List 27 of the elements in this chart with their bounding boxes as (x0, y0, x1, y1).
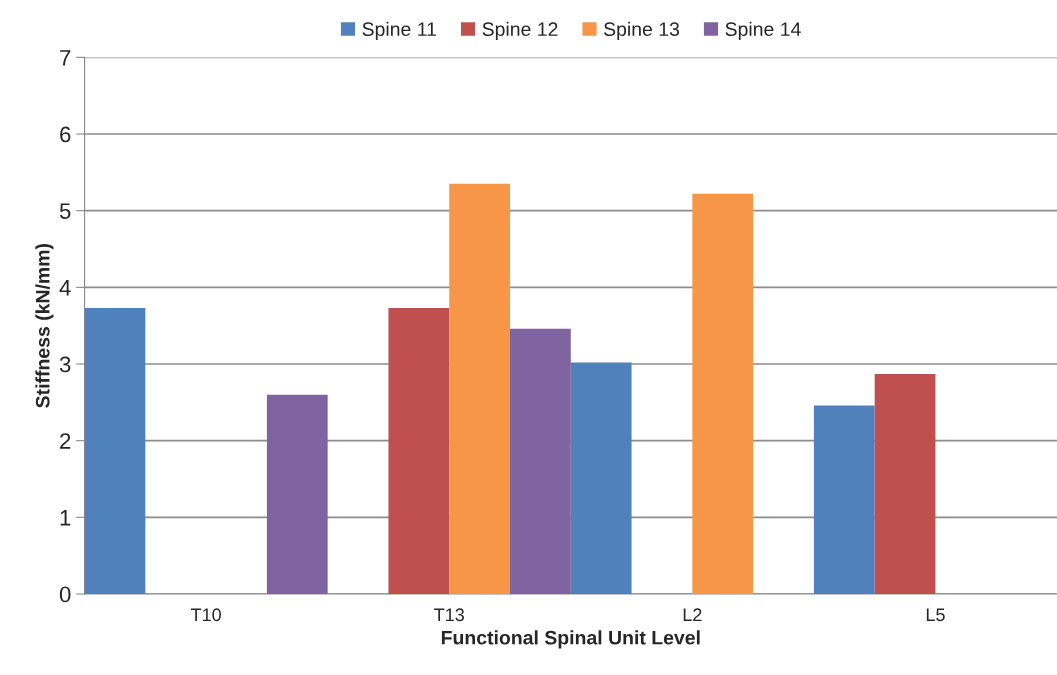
bar (692, 193, 754, 594)
y-tick-label: 2 (60, 433, 71, 449)
x-tick-label: L2 (683, 608, 702, 621)
bar (510, 328, 571, 594)
bar (449, 183, 510, 594)
y-tick-label: 0 (59, 586, 71, 603)
x-tick-label: L5 (926, 608, 945, 622)
y-tick-label: 6 (60, 126, 71, 143)
bar (266, 394, 328, 594)
bar (813, 405, 875, 594)
bar (570, 362, 632, 594)
y-tick-label: 4 (59, 280, 71, 296)
y-tick-label: 5 (59, 203, 71, 219)
bar (84, 308, 146, 594)
y-tick-label: 7 (60, 50, 71, 66)
bar (874, 373, 936, 594)
x-tick-label: T10 (190, 608, 221, 622)
x-axis-title: Functional Spinal Unit Level (441, 630, 700, 649)
legend-label: Spine 13 (604, 21, 680, 40)
legend-label: Spine 12 (482, 21, 558, 40)
legend-label: Spine 11 (362, 21, 436, 40)
bar (388, 308, 450, 594)
y-tick-label: 1 (60, 510, 71, 526)
y-axis-title: Stiffness (kN/mm) (35, 244, 54, 408)
legend-label: Spine 14 (725, 21, 801, 40)
x-tick-label: T13 (434, 608, 464, 622)
y-tick-label: 3 (59, 356, 71, 373)
